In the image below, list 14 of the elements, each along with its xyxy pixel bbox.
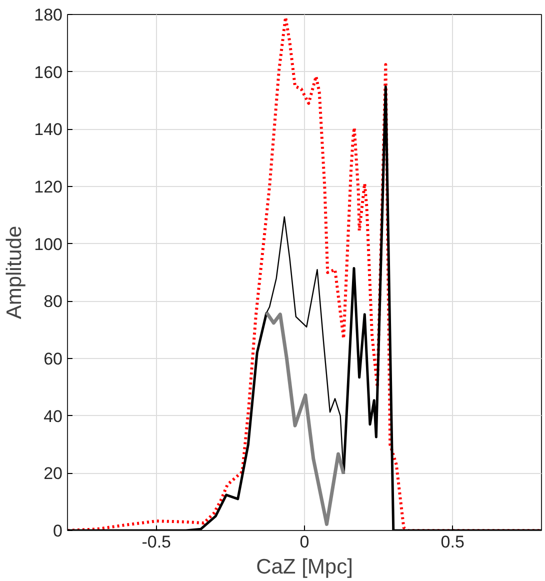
y-tick-label: 140 [34, 120, 63, 140]
y-tick-label: 160 [34, 62, 63, 82]
y-tick-label: 60 [44, 350, 63, 368]
x-tick-label: 0 [300, 532, 310, 552]
y-tick-label: 100 [34, 234, 63, 254]
x-tick-label: 0.5 [440, 532, 464, 552]
x-tick-label: -0.5 [142, 532, 172, 552]
y-tick-label: 180 [34, 6, 63, 24]
y-tick-label: 120 [34, 178, 63, 196]
y-tick-label: 80 [44, 292, 63, 312]
x-axis-title: CaZ [Mpc] [256, 556, 353, 578]
y-tick-label: 20 [44, 464, 63, 484]
y-axis-title: Amplitude [3, 226, 26, 320]
y-tick-label: 40 [44, 406, 63, 426]
